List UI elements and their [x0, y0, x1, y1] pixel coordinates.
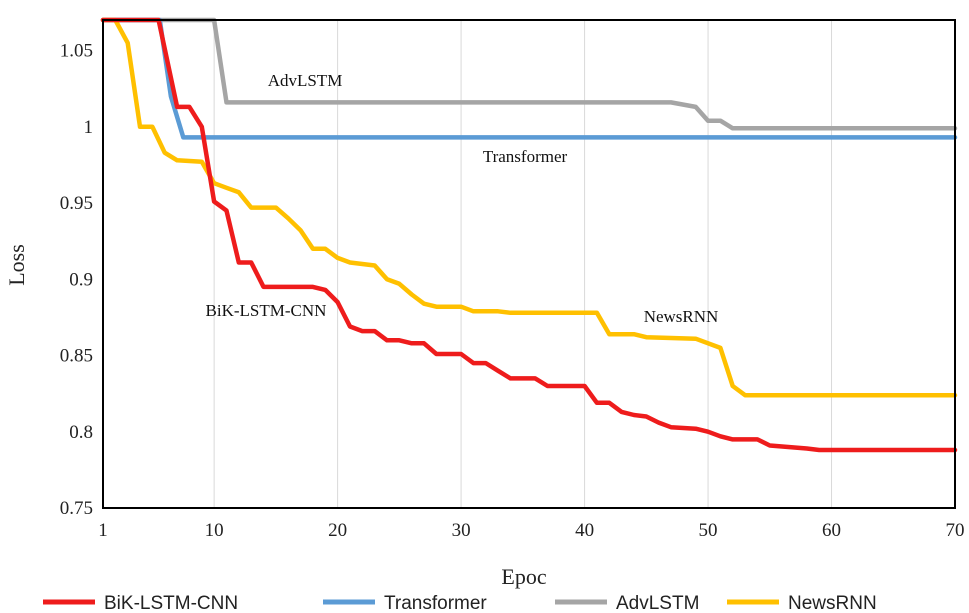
series-line-bik-lstm-cnn	[100, 17, 958, 453]
series-line-advlstm	[100, 17, 958, 131]
series-annotation-transformer: Transformer	[483, 147, 568, 166]
plot-frame	[102, 19, 956, 509]
legend-label-advlstm: AdvLSTM	[616, 593, 699, 613]
x-tick-label: 20	[328, 520, 347, 541]
y-axis-title: Loss	[4, 244, 29, 286]
legend: BiK-LSTM-CNN Transformer AdvLSTM NewsRNN	[43, 593, 877, 613]
series-annotation-newsrnn: NewsRNN	[644, 307, 719, 326]
y-ticks: 0.75 0.8 0.85 0.9 0.95 1 1.05	[60, 41, 93, 520]
x-tick-label: 50	[699, 520, 718, 541]
y-tick-label: 0.95	[60, 193, 93, 214]
x-axis-title: Epoc	[501, 564, 546, 589]
x-tick-label: 40	[575, 520, 594, 541]
y-tick-label: 0.9	[69, 269, 93, 290]
y-tick-label: 0.8	[69, 422, 93, 443]
series-annotation-bik-lstm-cnn: BiK-LSTM-CNN	[206, 301, 327, 320]
x-tick-label: 30	[452, 520, 471, 541]
x-tick-label: 10	[205, 520, 224, 541]
legend-label-bik-lstm-cnn: BiK-LSTM-CNN	[104, 593, 238, 613]
legend-label-transformer: Transformer	[384, 593, 487, 613]
x-tick-label: 1	[98, 520, 108, 541]
x-ticks: 1 10 20 30 40 50 60 70	[98, 520, 964, 541]
series-lines	[100, 17, 958, 453]
legend-label-newsrnn: NewsRNN	[788, 593, 877, 613]
x-tick-label: 60	[822, 520, 841, 541]
series-labels: BiK-LSTM-CNN Transformer AdvLSTM NewsRNN	[206, 71, 719, 326]
y-tick-label: 0.75	[60, 498, 93, 519]
series-annotation-advlstm: AdvLSTM	[268, 71, 343, 90]
series-line-newsrnn	[100, 17, 958, 398]
x-tick-label: 70	[946, 520, 965, 541]
y-tick-label: 1.05	[60, 41, 93, 62]
y-tick-label: 0.85	[60, 346, 93, 367]
vertical-gridlines	[213, 20, 833, 508]
series-line-transformer	[100, 17, 958, 140]
y-tick-label: 1	[84, 117, 94, 138]
